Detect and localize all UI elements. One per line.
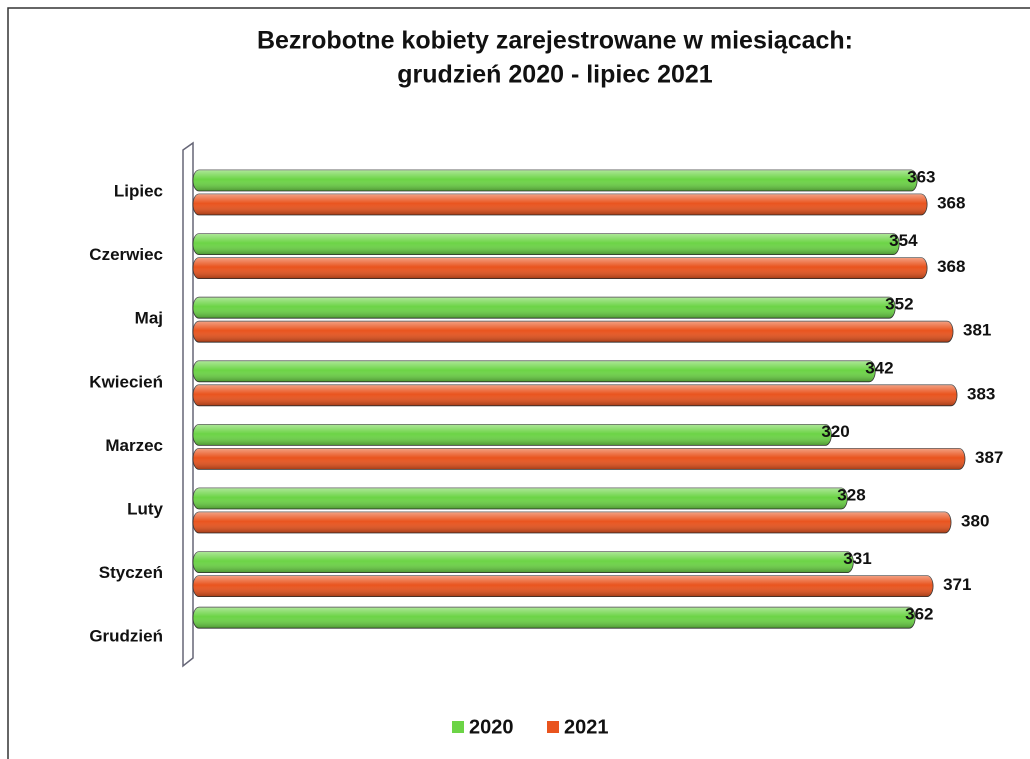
value-label: 342 [865, 358, 893, 377]
value-label: 380 [961, 511, 989, 530]
bar-shade [193, 607, 916, 629]
bar-shade [193, 360, 876, 382]
category-label: Luty [127, 499, 163, 518]
bar-shade [193, 488, 848, 509]
category-label: Styczeń [99, 563, 163, 582]
bar-shade [193, 297, 896, 319]
legend-label: 2020 [469, 716, 514, 738]
value-label: 320 [821, 422, 849, 441]
value-label: 371 [943, 575, 971, 594]
bar-shade [193, 575, 934, 597]
value-label: 368 [937, 257, 965, 276]
chart-subtitle: grudzień 2020 - lipiec 2021 [397, 61, 713, 89]
bar-shade [193, 194, 928, 215]
category-label: Marzec [105, 436, 163, 455]
value-label: 368 [937, 193, 965, 212]
value-label: 363 [907, 167, 935, 186]
bar-shade [193, 170, 918, 191]
value-label: 352 [885, 295, 913, 314]
value-label: 383 [967, 384, 995, 403]
category-label: Lipiec [114, 181, 163, 200]
chart-title: Bezrobotne kobiety zarejestrowane w mies… [257, 27, 853, 55]
legend-swatch [452, 721, 464, 733]
category-label: Czerwiec [89, 245, 163, 264]
legend-label: 2021 [564, 716, 609, 738]
axis-wall [182, 141, 194, 668]
value-label: 331 [843, 549, 871, 568]
bar-shade [193, 551, 854, 573]
legend-swatch [547, 721, 559, 733]
category-label: Maj [135, 309, 163, 328]
bar-shade [193, 257, 928, 279]
bar-shade [193, 512, 952, 533]
bar-shade [193, 321, 954, 343]
value-label: 354 [889, 231, 918, 250]
category-label: Grudzień [89, 627, 163, 646]
value-label: 362 [905, 605, 933, 624]
bar-shade [193, 448, 965, 470]
frame [7, 7, 1030, 759]
value-label: 387 [975, 448, 1003, 467]
value-label: 328 [837, 485, 865, 504]
bar-shade [193, 233, 900, 255]
value-label: 381 [963, 321, 991, 340]
bar-shade [193, 384, 958, 406]
category-label: Kwiecień [89, 372, 163, 391]
bar-shade [193, 424, 832, 446]
